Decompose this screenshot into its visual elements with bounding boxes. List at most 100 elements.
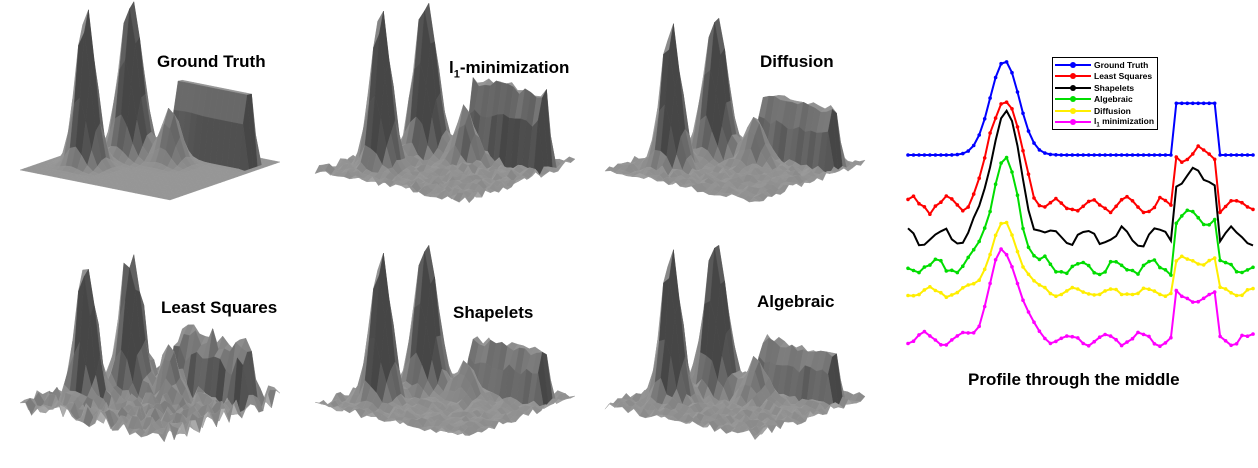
series-point xyxy=(1086,153,1091,157)
series-point xyxy=(988,96,992,100)
series-point xyxy=(971,331,976,335)
series-point xyxy=(1108,259,1113,264)
series-point xyxy=(1119,263,1124,268)
series-point xyxy=(1240,153,1244,157)
series-point xyxy=(977,278,981,282)
series-point xyxy=(1229,262,1233,267)
panel-title-l1-sub: 1 xyxy=(453,68,460,81)
series-point xyxy=(1234,269,1239,274)
series-point xyxy=(1076,287,1080,291)
legend-swatch-l1-minimization xyxy=(1055,118,1091,126)
series-point xyxy=(1076,153,1080,157)
series-point xyxy=(1207,101,1211,106)
series-point xyxy=(1251,286,1255,291)
series-point xyxy=(1180,160,1184,164)
surface-plot-diffusion xyxy=(604,17,866,203)
series-point xyxy=(1196,215,1200,220)
series-point xyxy=(911,194,916,198)
series-point xyxy=(1070,264,1075,269)
series-line-diffusion xyxy=(907,221,1254,299)
series-point xyxy=(1010,233,1014,237)
series-point xyxy=(922,288,927,292)
series-point xyxy=(1174,288,1179,293)
series-point xyxy=(1201,296,1206,301)
series-point xyxy=(1191,259,1195,263)
series-point xyxy=(955,270,960,275)
series-point xyxy=(1119,153,1124,157)
series-point xyxy=(1163,153,1168,157)
series-point xyxy=(1158,153,1162,157)
series-point xyxy=(1103,153,1107,157)
legend-item-algebraic: Algebraic xyxy=(1055,94,1155,106)
series-point xyxy=(966,283,970,287)
series-point xyxy=(1043,254,1047,258)
series-point xyxy=(1125,292,1129,296)
series-point xyxy=(950,293,954,297)
series-point xyxy=(1032,141,1036,145)
series-point xyxy=(1201,101,1206,106)
legend-swatch-ground-truth xyxy=(1055,61,1091,69)
legend-label-ground-truth: Ground Truth xyxy=(1094,59,1149,70)
series-point xyxy=(1229,291,1233,295)
surface-plot-ground-truth xyxy=(19,1,281,201)
legend-item-diffusion: Diffusion xyxy=(1055,105,1155,117)
series-point xyxy=(1097,203,1102,207)
series-point xyxy=(1119,343,1124,348)
series-point xyxy=(1103,289,1107,293)
series-line-ground-truth xyxy=(908,60,1253,156)
series-point xyxy=(950,268,954,273)
series-point xyxy=(1196,144,1200,148)
series-point xyxy=(906,341,910,346)
series-point xyxy=(1004,220,1009,225)
series-point xyxy=(917,270,921,275)
series-line-least-squares xyxy=(907,101,1254,216)
legend-label-algebraic: Algebraic xyxy=(1094,94,1133,105)
series-point xyxy=(1169,291,1173,296)
series-point xyxy=(1240,270,1244,275)
series-point xyxy=(999,221,1003,226)
series-point xyxy=(1026,172,1031,176)
surface-facet xyxy=(459,429,470,436)
series-point xyxy=(1180,101,1184,106)
series-point xyxy=(911,268,916,273)
series-point xyxy=(1065,153,1069,157)
series-point xyxy=(1043,285,1047,290)
series-point xyxy=(1092,198,1096,202)
series-point xyxy=(1037,283,1042,287)
series-point xyxy=(1021,111,1025,116)
series-point xyxy=(1136,153,1140,157)
series-point xyxy=(1201,263,1206,267)
series-point xyxy=(1043,205,1047,209)
series-point xyxy=(917,201,921,206)
series-point xyxy=(1114,337,1118,342)
series-point xyxy=(1174,221,1179,226)
series-point xyxy=(1086,344,1091,348)
series-point xyxy=(1191,300,1195,304)
series-point xyxy=(1136,330,1140,335)
series-point xyxy=(944,269,949,273)
series-point xyxy=(1048,291,1053,296)
series-point xyxy=(1212,290,1217,294)
surface-facet xyxy=(749,429,760,441)
series-point xyxy=(1185,101,1190,106)
series-point xyxy=(1026,129,1031,133)
series-point xyxy=(1141,210,1146,215)
series-point xyxy=(1201,222,1206,227)
series-point xyxy=(1032,253,1036,258)
series-point xyxy=(1103,270,1107,274)
panel-title-algebraic: Algebraic xyxy=(757,292,835,311)
surface-plot-least-squares xyxy=(19,254,281,443)
series-point xyxy=(933,288,938,293)
series-point xyxy=(1103,206,1107,211)
series-point xyxy=(950,338,954,342)
series-point xyxy=(1015,125,1020,129)
series-point xyxy=(1147,287,1151,291)
series-point xyxy=(1015,249,1020,254)
series-point xyxy=(1086,263,1091,268)
series-point xyxy=(1070,285,1075,290)
legend-label-l1-rest: minimization xyxy=(1099,115,1155,126)
series-point xyxy=(1196,262,1200,266)
series-point xyxy=(1037,329,1042,334)
series-point xyxy=(1065,271,1069,276)
series-point xyxy=(993,233,998,238)
